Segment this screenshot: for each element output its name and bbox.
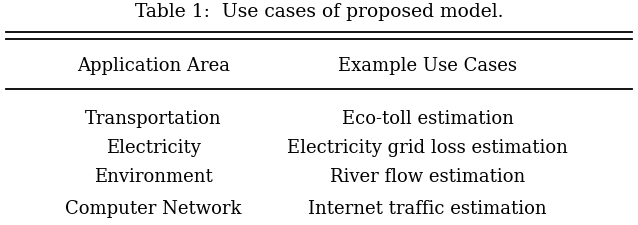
Text: Example Use Cases: Example Use Cases <box>338 56 517 74</box>
Text: Computer Network: Computer Network <box>65 199 241 217</box>
Text: Electricity grid loss estimation: Electricity grid loss estimation <box>287 138 568 156</box>
Text: River flow estimation: River flow estimation <box>330 168 525 186</box>
Text: Eco-toll estimation: Eco-toll estimation <box>341 109 514 127</box>
Text: Environment: Environment <box>94 168 212 186</box>
Text: Internet traffic estimation: Internet traffic estimation <box>308 199 547 217</box>
Text: Table 1:  Use cases of proposed model.: Table 1: Use cases of proposed model. <box>135 3 503 21</box>
Text: Application Area: Application Area <box>77 56 230 74</box>
Text: Electricity: Electricity <box>106 138 200 156</box>
Text: Transportation: Transportation <box>85 109 221 127</box>
